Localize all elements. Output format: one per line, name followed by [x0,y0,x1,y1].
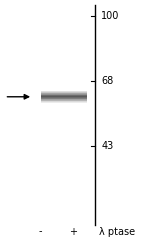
Bar [40,92,87,93]
Bar [40,98,87,99]
Text: 43: 43 [101,141,114,151]
Text: 68: 68 [101,76,114,86]
Bar [40,102,87,103]
Bar [40,91,87,92]
Text: +: + [69,227,78,236]
Text: 100: 100 [101,11,120,21]
Bar [40,90,87,91]
Bar [40,99,87,100]
Bar [40,90,87,91]
Bar [40,93,87,94]
Bar [40,97,87,98]
Bar [40,100,87,101]
Bar [40,96,87,97]
Text: λ ptase: λ ptase [99,227,135,236]
Bar [40,91,87,92]
Bar [40,101,87,102]
Bar [40,94,87,95]
Bar [40,95,87,96]
Text: -: - [39,227,42,236]
